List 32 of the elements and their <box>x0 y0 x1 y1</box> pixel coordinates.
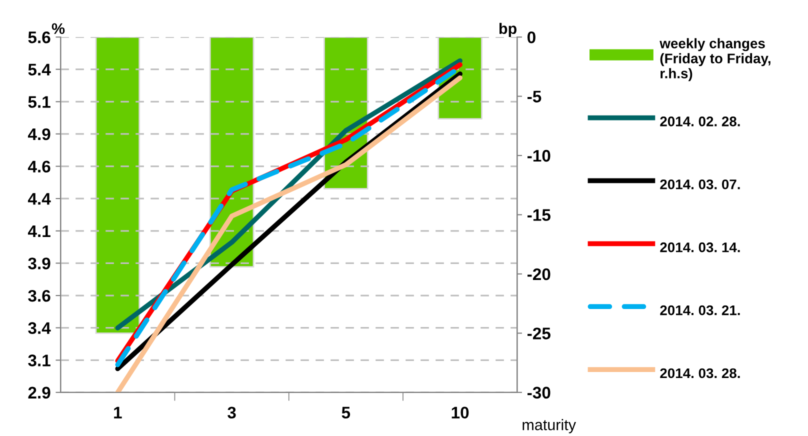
y2-axis-title: bp <box>499 22 516 38</box>
x-tick-label: 10 <box>452 406 469 419</box>
y-tick-label: 3.6 <box>28 290 50 302</box>
y-tick-label: 4.1 <box>28 225 50 237</box>
y-tick-label: 4.6 <box>28 160 50 172</box>
x-tick-label: 1 <box>114 406 122 418</box>
y-tick-label: 2.9 <box>28 386 50 399</box>
legend-label: weekly changes (Friday to Friday, r.h.s) <box>660 38 770 82</box>
y2-tick-label: -10 <box>527 150 550 162</box>
y2-tick-label: -20 <box>527 268 550 280</box>
y-tick-label: 3.1 <box>28 354 50 366</box>
y-tick-label: 3.4 <box>28 322 51 334</box>
y2-tick-label: -5 <box>527 90 542 102</box>
x-tick-label: 3 <box>228 406 236 419</box>
legend-label: 2014. 03. 14. <box>660 242 740 252</box>
y-tick-label: 5.1 <box>28 96 50 108</box>
x-axis-title: maturity <box>522 419 576 434</box>
y-tick-label: 3.9 <box>28 258 50 270</box>
y-axis-title: % <box>52 23 65 34</box>
legend-label: 2014. 03. 21. <box>660 305 740 316</box>
x-tick-label: 5 <box>342 406 350 419</box>
y-tick-label: 5.4 <box>28 64 51 76</box>
y-tick-label: 4.4 <box>28 193 51 205</box>
y2-tick-label: -30 <box>527 386 550 399</box>
legend-label: 2014. 03. 28. <box>660 368 740 378</box>
y2-tick-label: -15 <box>527 209 550 221</box>
legend-label: 2014. 02. 28. <box>660 116 740 126</box>
y-tick-label: 5.6 <box>28 31 50 44</box>
y2-tick-label: 0 <box>528 31 536 44</box>
y2-tick-label: -25 <box>527 328 550 340</box>
y-tick-label: 4.9 <box>28 128 50 140</box>
legend-label: 2014. 03. 07. <box>660 179 740 190</box>
